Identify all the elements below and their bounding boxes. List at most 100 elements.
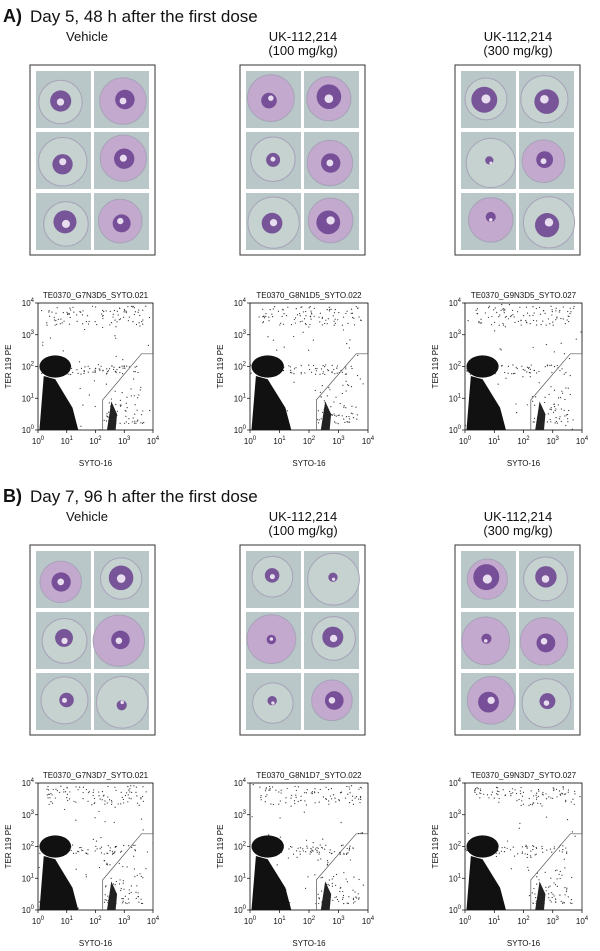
event-dot [521,800,523,802]
event-dot [280,789,282,791]
event-dot [75,852,77,854]
x-tick-label: 100 [244,916,257,926]
event-dot [496,311,498,314]
event-dot [525,845,527,848]
event-dot [350,412,352,414]
event-dot [530,803,532,806]
event-dot [545,886,547,888]
event-dot [533,421,535,423]
tick-exponent: 3 [31,330,35,336]
tick-exponent: 0 [253,436,257,442]
tick-exponent: 0 [243,905,247,911]
event-dot [115,403,117,406]
event-dot [104,899,106,901]
event-dot [503,312,505,314]
event-dot [344,421,346,423]
parasite-vacuole [61,219,71,228]
event-dot [335,801,337,803]
event-dot [345,312,347,315]
event-dot [145,305,147,307]
event-dot [75,868,77,870]
tick-exponent: 0 [31,425,35,431]
x-tick-label: 102 [303,436,316,446]
y-tick-label: 102 [22,842,35,852]
event-dot [551,371,553,374]
tick-exponent: 3 [341,916,345,922]
event-dot [42,344,44,346]
event-dot [140,902,143,905]
event-dot [283,313,285,315]
event-dot [291,372,293,374]
event-dot [105,310,107,312]
event-dot [139,325,141,327]
event-dot [116,310,118,312]
event-dot [336,372,338,374]
event-dot [510,793,512,795]
event-dot [348,848,351,850]
event-dot [341,324,344,326]
event-dot [549,323,551,325]
event-dot [515,403,517,405]
event-dot [507,365,510,367]
event-dot [349,339,351,341]
event-dot [554,422,556,424]
tick-base: 10 [118,917,127,926]
event-dot [104,803,106,805]
event-dot [564,894,566,896]
event-dot [265,313,267,315]
tick-base: 10 [234,811,243,820]
y-tick-label: 103 [22,330,35,340]
y-tick-label: 100 [234,905,247,915]
event-dot [67,799,69,802]
event-dot [559,870,561,873]
y-axis-label: TER 119 PE [431,825,440,869]
event-dot [558,873,560,875]
event-dot [282,369,285,372]
event-dot [124,902,127,904]
event-dot [332,875,335,878]
event-dot [95,306,97,308]
event-dot [129,788,131,790]
event-dot [103,310,105,313]
event-dot [289,845,292,848]
event-dot [553,365,556,368]
event-dot [68,312,70,315]
event-dot [493,797,495,799]
event-dot [353,876,355,878]
event-dot [61,322,63,324]
event-dot [350,365,352,367]
event-dot [350,386,353,388]
event-dot [345,368,347,370]
event-dot [524,369,526,371]
event-dot [479,789,482,792]
tick-base: 10 [234,779,243,788]
event-dot [504,316,507,318]
event-dot [115,880,117,883]
event-dot [346,310,348,312]
plot-title: TE0370_G7N3D5_SYTO.021 [43,291,149,300]
event-dot [534,893,536,895]
event-dot [500,309,502,311]
event-dot [325,798,327,800]
event-dot [112,852,114,854]
event-dot [536,883,538,885]
event-dot [536,876,538,878]
event-dot [561,392,564,394]
event-dot [128,797,130,799]
event-dot [353,324,356,326]
tick-exponent: 4 [31,298,35,304]
event-dot [107,416,109,418]
event-dot [137,419,139,421]
event-dot [110,398,113,400]
event-dot [114,846,116,848]
event-dot [517,320,519,322]
tick-base: 10 [449,426,458,435]
event-dot [519,790,521,792]
event-dot [118,883,121,885]
event-dot [134,413,136,415]
event-dot [521,846,523,848]
event-dot [107,845,109,847]
event-dot [325,844,327,846]
event-dot [552,797,554,800]
event-dot [529,376,531,378]
